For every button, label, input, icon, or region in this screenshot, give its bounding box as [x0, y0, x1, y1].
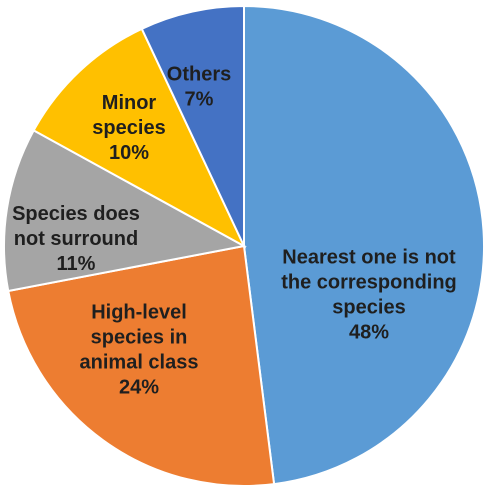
pie-category-label-line: Nearest one is not	[282, 247, 456, 269]
pie-label-5: Others 7%	[167, 64, 231, 111]
pie-slice-3	[3, 129, 247, 293]
pie-label-1: Nearest one is not the corresponding speci…	[281, 247, 457, 344]
pie-category-label-line: the corresponding	[281, 272, 457, 294]
pie-label-3: Species does not surround 11%	[12, 203, 140, 275]
pie-label-4: Minor species 10%	[92, 92, 165, 164]
pie-slice-5	[140, 4, 245, 247]
pie-percent-label: 10%	[109, 142, 149, 164]
pie-labels: Nearest one is not the corresponding speci…	[12, 64, 457, 399]
pie-slice-2	[7, 244, 276, 487]
pie-category-label-line: species	[92, 117, 165, 139]
pie-category-label-line: Minor	[102, 92, 157, 114]
pie-category-label-line: Others	[167, 64, 231, 86]
pie-label-2: High-level species in animal class 24%	[80, 302, 199, 399]
pie-category-label-line: High-level	[91, 302, 187, 324]
pie-slices	[3, 4, 485, 487]
pie-percent-label: 24%	[119, 377, 159, 399]
pie-percent-label: 48%	[349, 322, 389, 344]
pie-category-label-line: animal class	[80, 352, 199, 374]
pie-category-label-line: not surround	[14, 228, 138, 250]
pie-category-label-line: Species does	[12, 203, 140, 225]
pie-percent-label: 11%	[57, 253, 96, 275]
pie-category-label-line: species in	[91, 327, 188, 349]
pie-slice-1	[243, 4, 485, 486]
pie-slice-4	[32, 27, 247, 249]
pie-category-label-line: species	[332, 297, 405, 319]
pie-percent-label: 7%	[185, 89, 214, 111]
